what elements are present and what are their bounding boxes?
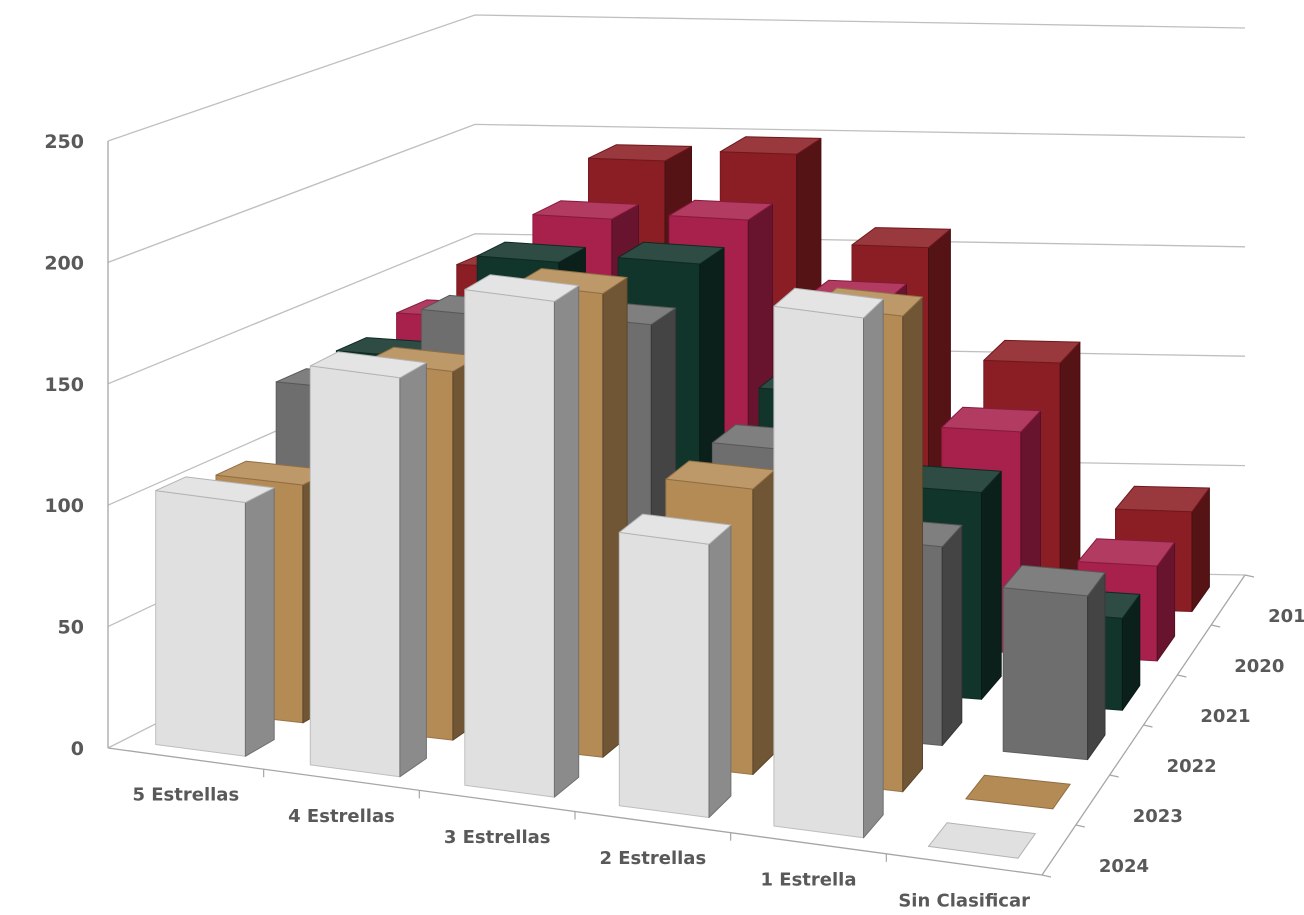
bar-side-face [399, 362, 427, 778]
bar [965, 774, 1071, 810]
z-tick-label: 2020 [1234, 656, 1284, 677]
z-tick-label: 2022 [1167, 756, 1217, 777]
x-tick-label: 4 Estrellas [288, 806, 395, 827]
bar-top-face [532, 200, 639, 220]
z-tick-mark [1075, 824, 1085, 828]
bar-top-face [719, 136, 822, 155]
x-tick-label: 3 Estrellas [444, 827, 551, 848]
bar-front-face [464, 289, 555, 798]
y-tick-label: 100 [44, 495, 84, 517]
y-tick-label: 50 [58, 617, 84, 639]
x-tick-label: 5 Estrellas [132, 785, 239, 806]
bar [1002, 564, 1106, 761]
bar-top-face [464, 274, 580, 302]
z-tick-mark [1109, 774, 1119, 778]
bar-front-face [618, 531, 710, 818]
bar [155, 476, 275, 757]
bar [464, 274, 580, 798]
z-tick-label: 2023 [1133, 806, 1183, 827]
chart-bars [155, 136, 1210, 859]
z-tick-label: 2024 [1099, 856, 1149, 877]
bar-side-face [752, 469, 776, 775]
chart-tick-labels: 0 50 100 150 200 250 5 Estrellas 4 Estrellas 3 E… [44, 131, 1304, 911]
z-tick-label: 2021 [1200, 706, 1250, 727]
bar-side-face [244, 487, 275, 757]
bar [309, 351, 427, 778]
y-tick-label: 200 [44, 252, 84, 274]
bar-front-face [309, 365, 401, 778]
gridline [107, 233, 1246, 385]
bar-side-face [1087, 572, 1106, 761]
gridline [107, 14, 1246, 142]
bar-front-face [773, 305, 864, 839]
bar-top-face [155, 476, 275, 503]
y-tick-label: 0 [71, 738, 84, 760]
bar-side-face [981, 470, 1002, 700]
bar-top-face [927, 822, 1036, 859]
bar-top-face [1002, 564, 1106, 597]
z-tick-label: 2019 [1268, 606, 1304, 627]
gridline [107, 123, 1246, 264]
bar-side-face [1059, 341, 1081, 608]
z-tick-mark [1041, 874, 1052, 878]
bar-top-face [773, 287, 884, 319]
bar-top-face [617, 241, 725, 265]
bar-top-face [1077, 538, 1176, 567]
bar-side-face [863, 298, 884, 839]
z-tick-mark [1143, 724, 1153, 728]
y-tick-label: 250 [44, 131, 84, 153]
x-tick-label: Sin Clasificar [898, 890, 1030, 911]
x-tick-label: 2 Estrellas [599, 848, 706, 869]
bar-top-face [588, 144, 692, 162]
bar-top-face [983, 339, 1081, 364]
bar-side-face [553, 285, 580, 798]
z-tick-mark [1211, 624, 1221, 628]
z-tick-mark [1244, 574, 1255, 578]
bar-top-face [1115, 485, 1210, 513]
bar-side-face [708, 524, 732, 818]
bar-top-face [309, 351, 427, 379]
bar-top-face [668, 199, 773, 221]
bar-top-face [941, 406, 1041, 433]
y-tick-label: 150 [44, 374, 84, 396]
bar-side-face [941, 524, 963, 746]
bar-top-face [851, 227, 951, 249]
bar [773, 287, 884, 839]
bar-front-face [1002, 587, 1089, 761]
bar-front-face [155, 490, 246, 757]
bar-top-face [618, 513, 732, 545]
bar-top-face [476, 241, 586, 263]
z-tick-mark [1177, 674, 1187, 678]
bar [927, 822, 1036, 859]
x-tick-label: 1 Estrella [761, 869, 857, 890]
bar-top-face [965, 774, 1071, 810]
bar [618, 513, 732, 818]
bar-side-face [902, 296, 923, 793]
